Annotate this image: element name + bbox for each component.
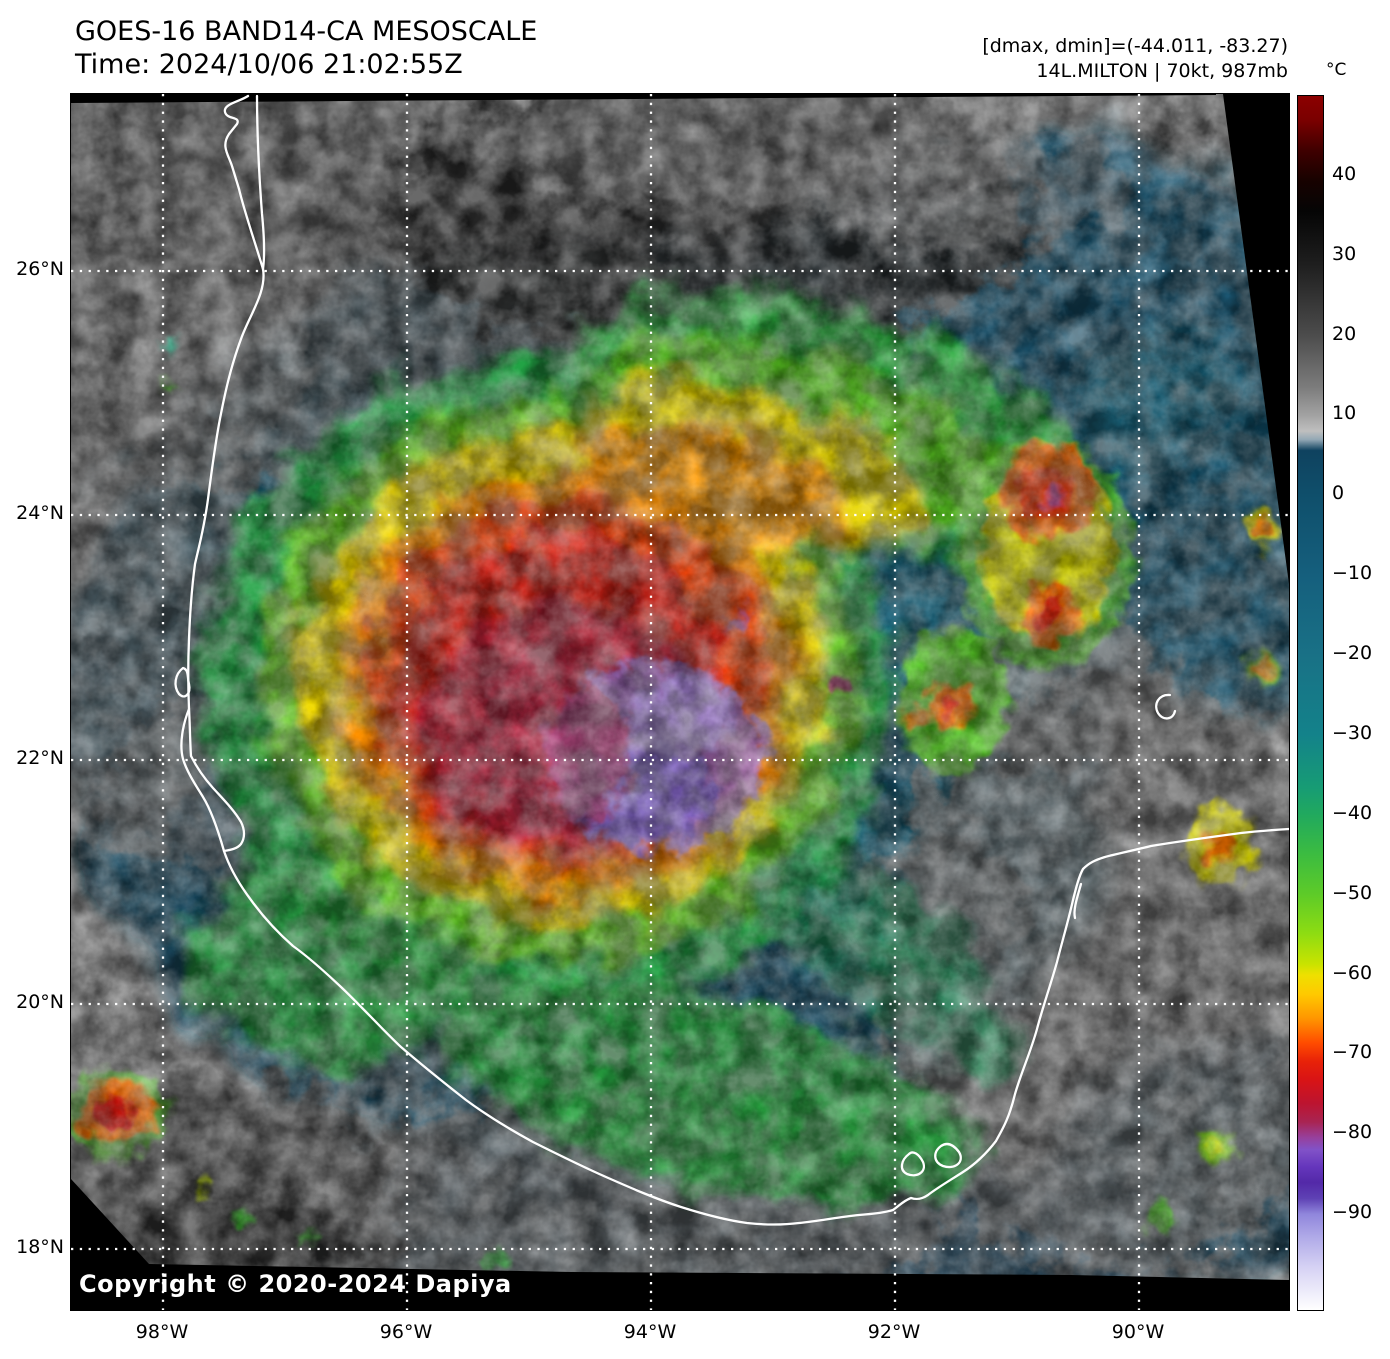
copyright-label: Copyright © 2020-2024 Dapiya [79, 1270, 512, 1298]
lon-tick-label: 90°W [1111, 1321, 1165, 1343]
colorbar-tick-label: 10 [1332, 402, 1357, 425]
title-block: GOES-16 BAND14-CA MESOSCALE Time: 2024/1… [75, 16, 537, 82]
colorbar-unit-label: °C [1326, 60, 1347, 80]
colorbar-tick-label: −90 [1332, 1201, 1373, 1224]
lat-tick-label: 22°N [16, 747, 64, 769]
lon-tick-label: 96°W [379, 1321, 433, 1343]
figure-timestamp: Time: 2024/10/06 21:02:55Z [75, 48, 463, 80]
colorbar-tick-label: −10 [1332, 562, 1373, 585]
colorbar-tick-label: −70 [1332, 1041, 1373, 1064]
colorbar-tick-label: 30 [1332, 242, 1357, 265]
temperature-colorbar [1297, 95, 1324, 1311]
colorbar-tick-label: −60 [1332, 961, 1373, 984]
texture-veil-light [71, 94, 1289, 1310]
colorbar-tick-label: −80 [1332, 1121, 1373, 1144]
colorbar-tick-label: −20 [1332, 642, 1373, 665]
lon-tick-label: 92°W [867, 1321, 921, 1343]
annotation-block: [dmax, dmin]=(-44.011, -83.27) 14L.MILTO… [982, 34, 1288, 83]
lon-tick-label: 98°W [135, 1321, 189, 1343]
lat-lon-gridlines [71, 94, 1289, 1310]
colorbar-tick-label: 20 [1332, 322, 1357, 345]
lat-tick-label: 20°N [16, 991, 64, 1013]
colorbar-tick-label: 40 [1332, 162, 1357, 185]
colorbar-tick-label: −40 [1332, 801, 1373, 824]
figure-title: GOES-16 BAND14-CA MESOSCALE [75, 16, 538, 47]
satellite-imagery [71, 94, 1289, 1310]
lat-tick-label: 18°N [16, 1236, 64, 1258]
colorbar-tick-label: 0 [1332, 482, 1345, 505]
lat-tick-label: 26°N [16, 258, 64, 280]
dmax-dmin-annotation: [dmax, dmin]=(-44.011, -83.27) [982, 35, 1288, 57]
storm-status-annotation: 14L.MILTON | 70kt, 987mb [1036, 59, 1288, 82]
colorbar-tick-label: −50 [1332, 881, 1373, 904]
out-of-swath-mask [71, 94, 1289, 1310]
lat-tick-label: 24°N [16, 502, 64, 524]
colorbar-tick-label: −30 [1332, 721, 1373, 744]
satellite-map-plot: Copyright © 2020-2024 Dapiya [70, 93, 1290, 1311]
coastline [174, 94, 1289, 1226]
lon-tick-label: 94°W [623, 1321, 677, 1343]
